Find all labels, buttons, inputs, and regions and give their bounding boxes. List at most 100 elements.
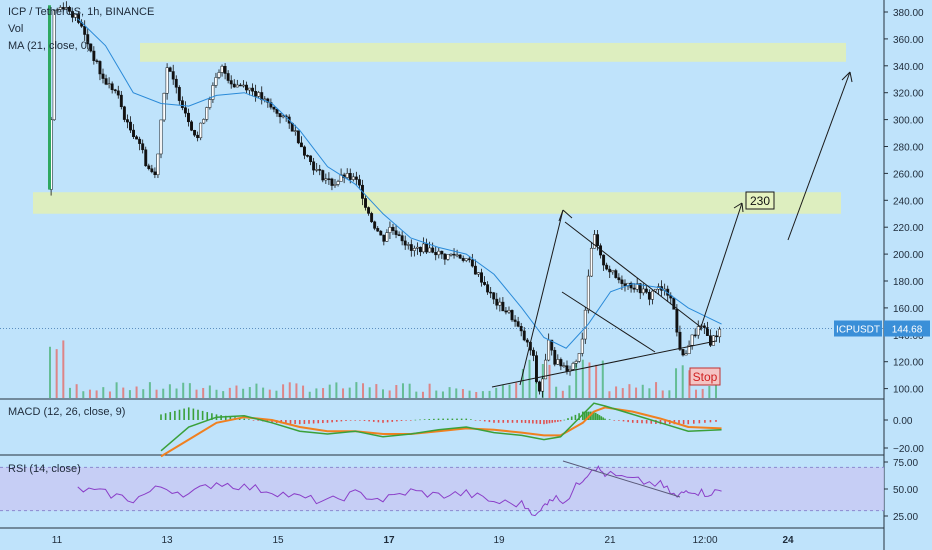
rsi-divergence-line	[562, 460, 681, 498]
candle-body	[199, 122, 203, 139]
macd-hist-bar	[345, 420, 347, 421]
candle-body	[403, 240, 407, 246]
volume-bar	[248, 387, 251, 398]
macd-hist-bar	[303, 420, 306, 424]
macd-hist-bar	[596, 413, 599, 420]
candle-body	[470, 259, 474, 267]
candle-body	[147, 165, 151, 169]
volume-bar	[428, 383, 431, 398]
volume-bar	[95, 390, 98, 398]
macd-hist-bar	[627, 420, 629, 423]
candle-body	[586, 275, 590, 311]
volume-bar	[715, 383, 717, 398]
candle-body	[550, 339, 554, 351]
volume-bar	[601, 360, 604, 398]
candle-body	[138, 138, 142, 144]
macd-hist-bar	[618, 420, 620, 421]
macd-hist-bar	[545, 420, 548, 424]
candle-body	[275, 108, 279, 114]
time-tick-label: 15	[272, 535, 284, 546]
volume-bar	[388, 390, 391, 398]
candle-body	[257, 92, 261, 97]
candle-body	[254, 91, 258, 97]
candle-body	[324, 178, 328, 181]
candle-body	[391, 226, 395, 231]
candle-body	[269, 102, 273, 108]
macd-hist-bar	[507, 420, 509, 423]
volume-bar	[448, 387, 451, 398]
candle-body	[296, 130, 300, 144]
long-target-leg	[787, 71, 851, 241]
candle-body	[327, 178, 331, 180]
candle-body	[113, 89, 117, 92]
macd-hist-bar	[248, 419, 250, 420]
candle-body	[168, 67, 172, 72]
macd-hist-bar	[335, 420, 338, 422]
candle-body	[364, 198, 367, 208]
price-tick-label: 160.00	[893, 304, 924, 315]
volume-bar	[49, 346, 51, 398]
candle-body	[58, 7, 62, 10]
macd-signal-line	[160, 406, 722, 458]
time-tick-label: 19	[493, 535, 505, 546]
macd-hist-bar	[493, 420, 495, 423]
rsi-label: RSI (14, close)	[8, 463, 81, 475]
candle-body	[477, 272, 480, 275]
candle-body	[538, 381, 541, 392]
macd-hist-bar	[704, 420, 706, 423]
candle-body	[449, 253, 453, 256]
candle-body	[681, 349, 685, 356]
arrow-head-1a	[562, 209, 573, 219]
macd-hist-bar	[400, 420, 403, 421]
macd-hist-bar	[524, 420, 527, 424]
macd-hist-bar	[613, 420, 616, 421]
macd-hist-bar	[289, 420, 292, 424]
ma-line	[77, 18, 722, 349]
macd-hist-bar	[470, 419, 472, 420]
macd-hist-bar	[206, 412, 209, 420]
macd-hist-bar	[559, 420, 562, 422]
volume-bar	[455, 388, 458, 398]
macd-hist-bar	[252, 420, 255, 421]
volume-bar	[262, 387, 265, 398]
candle-body	[525, 339, 529, 343]
volume-bars	[49, 340, 717, 398]
macd-hist-bar	[604, 418, 606, 420]
candle-body	[602, 254, 606, 266]
candle-body	[684, 353, 688, 356]
candle-body	[382, 234, 386, 242]
macd-hist-bar	[414, 419, 417, 421]
candle-body	[473, 265, 477, 275]
candle-body	[52, 10, 56, 121]
volume-bar	[175, 388, 178, 398]
macd-hist-bar	[585, 411, 588, 420]
macd-hist-bar	[372, 420, 375, 422]
volume-bar	[515, 382, 518, 398]
macd-hist-bar	[543, 420, 545, 425]
candle-body	[211, 85, 215, 100]
candle-body	[333, 184, 337, 186]
macd-hist-bar	[405, 420, 407, 421]
candle-body	[220, 65, 224, 73]
volume-bar	[655, 382, 658, 398]
macd-hist-bar	[386, 420, 389, 423]
volume-bar	[608, 391, 611, 398]
volume-bar	[555, 386, 558, 398]
drawings	[491, 71, 853, 388]
candle-body	[397, 234, 401, 236]
macd-hist-bar	[687, 420, 690, 425]
macd-hist-bar	[201, 410, 204, 420]
volume-bar	[362, 383, 365, 398]
macd-hist-bar	[382, 420, 384, 423]
volume-bar	[288, 382, 291, 398]
candle-body	[406, 244, 410, 246]
arrow-head-3a	[841, 71, 851, 81]
price-tick-label: 340.00	[893, 62, 924, 73]
candle-body	[229, 80, 233, 85]
macd-hist-bar	[409, 420, 412, 421]
volume-bar	[182, 382, 185, 398]
target-label: 230	[750, 194, 770, 208]
volume-bar	[568, 385, 571, 398]
volume-bar	[581, 359, 584, 398]
